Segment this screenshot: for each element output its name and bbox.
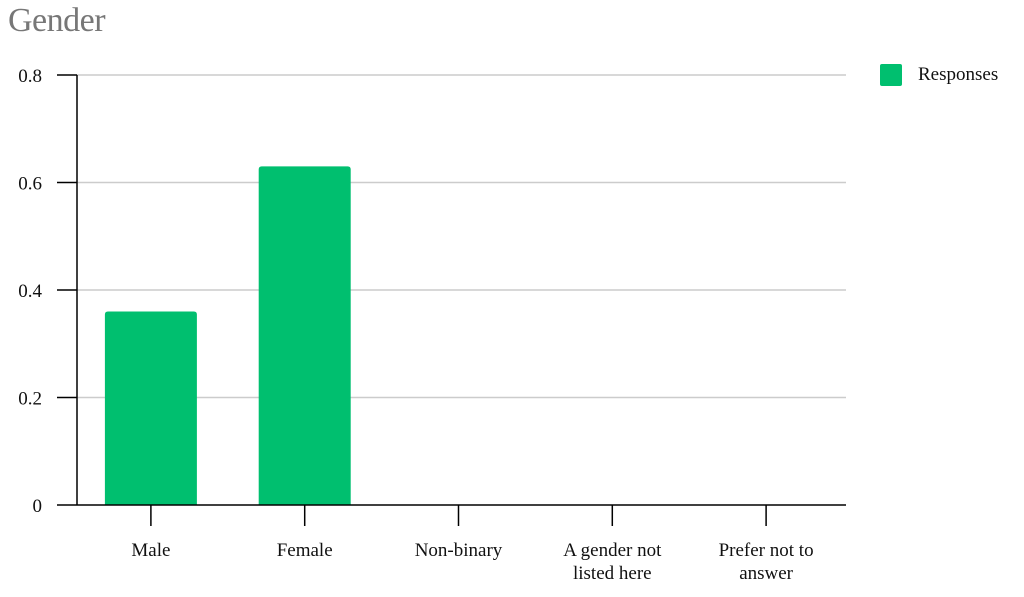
x-tick-label: Male [131,540,170,561]
bar [258,166,351,505]
legend-swatch [880,64,902,86]
y-tick-label: 0.6 [18,174,42,195]
bar [104,311,197,505]
legend[interactable]: Responses [880,64,998,86]
legend-label: Responses [918,64,999,85]
y-tick-label: 0 [33,496,43,517]
x-tick-label: Prefer not to answer [719,540,814,584]
x-tick-label: Non-binary [415,540,503,561]
x-tick-label: Female [277,540,333,561]
y-tick-label: 0.4 [18,281,42,302]
x-tick-label: A gender not listed here [563,540,662,584]
chart-title: Gender [8,2,106,39]
y-tick-label: 0.2 [18,389,42,410]
y-tick-label: 0.8 [18,66,42,87]
